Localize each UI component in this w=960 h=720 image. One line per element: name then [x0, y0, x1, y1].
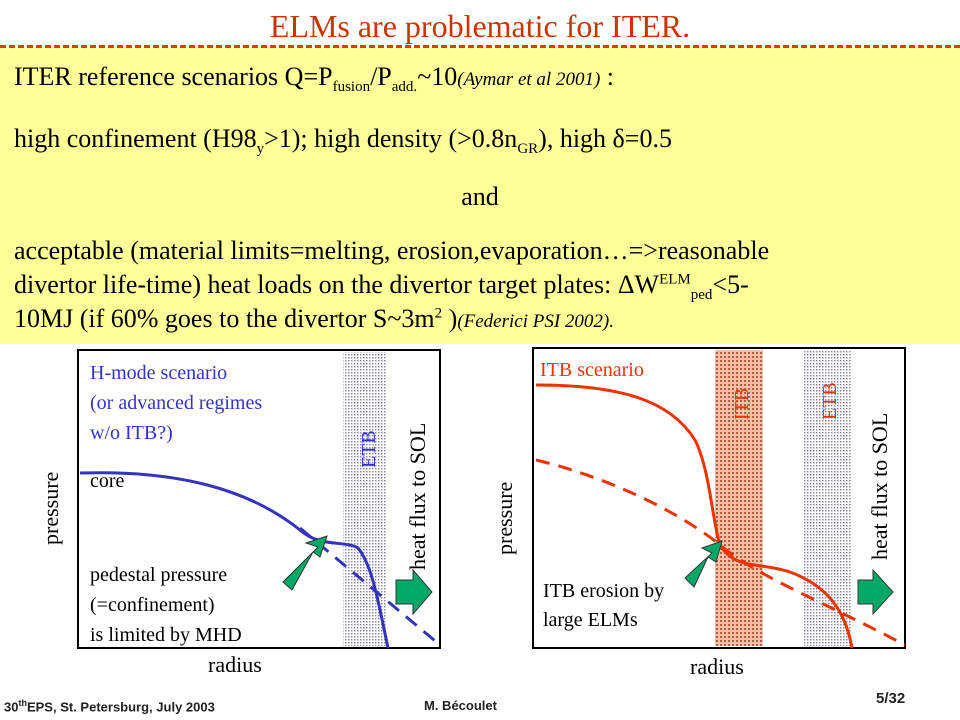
- x-axis-label: radius: [690, 654, 744, 679]
- left-title-1: H-mode scenario: [90, 362, 227, 384]
- heat-flux-label: heat flux to SOL: [867, 413, 892, 560]
- title-divider: [0, 45, 960, 48]
- heat-flux-arrow: [395, 568, 433, 616]
- y-axis-label: pressure: [492, 482, 517, 555]
- x-axis-label: radius: [208, 652, 262, 677]
- heat-flux-label: heat flux to SOL: [405, 423, 430, 570]
- footer-author: M. Bécoulet: [424, 698, 497, 713]
- text-line-1: ITER reference scenarios Q=Pfusion/Padd.…: [14, 62, 615, 96]
- slide-title: ELMs are problematic for ITER.: [269, 8, 691, 44]
- etb-label: ETB: [358, 430, 380, 468]
- erosion-label-1: ITB erosion by: [543, 580, 664, 602]
- citation: (Aymar et al 2001): [457, 69, 601, 90]
- footer-conference: 30thEPS, St. Petersburg, July 2003: [4, 698, 215, 715]
- ped-label-2: (=confinement): [90, 594, 215, 616]
- text-line-2: high confinement (H98y>1); high density …: [14, 124, 672, 158]
- text-line-5: divertor life-time) heat loads on the di…: [14, 270, 749, 304]
- citation: (Federici PSI 2002).: [457, 311, 615, 332]
- eroded-curve-dashed: [535, 458, 906, 647]
- etb-label: ETB: [819, 382, 841, 420]
- etb-band: [343, 352, 387, 646]
- right-diagram: ITB scenario ITB ETB heat flux to SOL IT…: [492, 347, 906, 679]
- core-label: core: [90, 470, 125, 492]
- heat-flux-arrow: [857, 568, 894, 616]
- itb-pressure-curve: [535, 383, 854, 649]
- left-title-2: (or advanced regimes: [90, 392, 262, 414]
- ped-label-1: pedestal pressure: [90, 564, 227, 586]
- pressure-curve: [79, 471, 390, 649]
- left-title-3: w/o ITB?): [90, 422, 173, 444]
- y-axis-label: pressure: [38, 472, 63, 545]
- text-line-3: and: [461, 182, 499, 211]
- summary-box: [0, 48, 960, 344]
- itb-band: [715, 350, 763, 646]
- ped-label-3: is limited by MHD: [90, 624, 242, 646]
- ped-arrow: [282, 535, 328, 591]
- left-diagram: H-mode scenario (or advanced regimes w/o…: [38, 349, 441, 677]
- erosion-label-2: large ELMs: [543, 609, 638, 631]
- page-number: 5/32: [876, 690, 906, 707]
- itb-label: ITB: [731, 388, 753, 420]
- erosion-arrow: [684, 540, 723, 588]
- text-line-6: 10MJ (if 60% goes to the divertor S~3m2 …: [14, 304, 615, 333]
- right-title: ITB scenario: [540, 359, 644, 381]
- text-line-4: acceptable (material limits=melting, ero…: [14, 236, 770, 265]
